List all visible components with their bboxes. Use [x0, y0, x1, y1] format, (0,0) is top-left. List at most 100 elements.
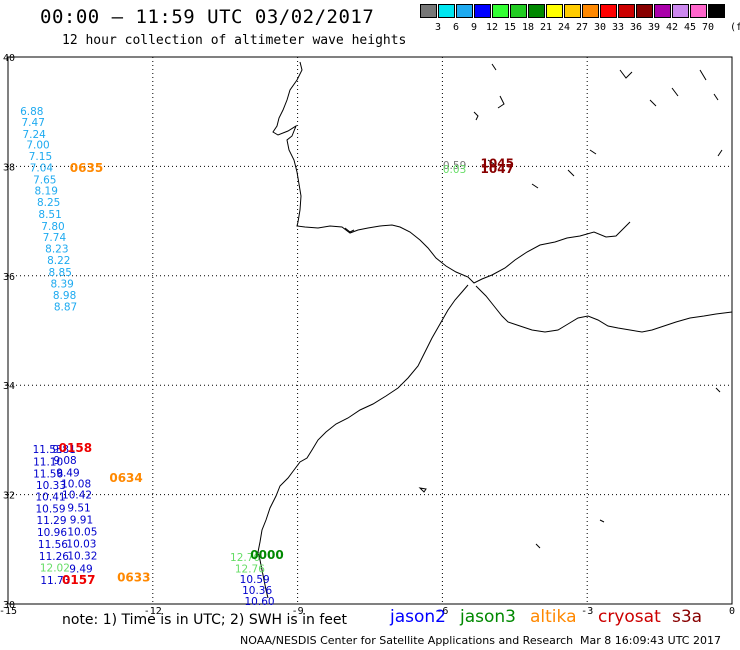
wave-height-value: 8.22 [47, 255, 70, 267]
satellite-legend-item: cryosat [598, 607, 661, 627]
wave-height-value: 11.10 [33, 457, 63, 469]
iberia-coast [272, 61, 631, 284]
island-17 [671, 87, 679, 97]
island-3 [599, 519, 605, 523]
island-5 [473, 111, 479, 121]
wave-height-value: 12.76 [230, 552, 260, 564]
scale-swatch [618, 4, 635, 18]
wave-height-value: 6.88 [20, 106, 43, 118]
wave-height-value: 9.49 [69, 563, 92, 575]
wave-height-value: 8.25 [37, 197, 60, 209]
scale-tick-label: 36 [629, 22, 643, 33]
satellite-legend-item: jason2 [390, 607, 446, 627]
scale-swatch [636, 4, 653, 18]
longitude-label: 0 [729, 606, 735, 617]
scale-swatch [492, 4, 509, 18]
wave-height-value: 8.51 [38, 209, 61, 221]
latitude-label: 36 [3, 272, 15, 283]
wave-height-value: 8.85 [49, 267, 72, 279]
wave-height-value: 8.39 [50, 278, 73, 290]
wave-height-value: 7.00 [26, 139, 49, 151]
satellite-legend-item: s3a [672, 607, 703, 627]
wave-height-value: 10.41 [36, 492, 66, 504]
scale-tick-label: 30 [593, 22, 607, 33]
wave-height-value: 8.87 [54, 301, 77, 313]
pass-time-label: 0633 [117, 571, 150, 585]
wave-height-value: 11.56 [33, 469, 63, 481]
wave-height-value: 11.73 [40, 575, 70, 587]
wave-height-value: 12.02 [40, 563, 70, 575]
wave-height-value: 10.33 [36, 480, 66, 492]
wave-height-value: 10.05 [67, 527, 97, 539]
wave-height-value: 8.23 [45, 243, 68, 255]
scale-unit: (ft) [730, 22, 740, 33]
scale-tick-label: 42 [665, 22, 679, 33]
scale-tick-label: 45 [683, 22, 697, 33]
island-18 [715, 387, 721, 393]
wave-height-value: 0.59 [443, 160, 466, 172]
units-note: note: 1) Time is in UTC; 2) SWH is in fe… [62, 612, 348, 628]
scale-tick-label: 6 [452, 22, 460, 33]
wave-height-value: 7.04 [30, 162, 54, 174]
wave-height-value: 7.24 [22, 129, 46, 141]
pass-time-label: 1045 [481, 156, 514, 170]
island-8 [699, 69, 707, 81]
wave-height-value: 9.08 [53, 455, 76, 467]
wave-height-value: 11.29 [36, 515, 66, 527]
latitude-label: 34 [3, 381, 15, 392]
page-subtitle: 12 hour collection of altimeter wave hei… [62, 33, 407, 48]
latitude-label: 40 [3, 53, 15, 64]
wave-height-value: 10.59 [240, 574, 270, 586]
island-4 [535, 543, 541, 549]
scale-tick-label: 33 [611, 22, 625, 33]
island-6 [491, 63, 497, 71]
scale-swatch [564, 4, 581, 18]
wave-height-value: 10.08 [61, 478, 91, 490]
wave-height-value: 7.65 [33, 174, 56, 186]
longitude-label: -3 [581, 606, 593, 617]
credit-text: NOAA/NESDIS Center for Satellite Applica… [240, 634, 574, 647]
wave-height-value: 11.56 [38, 539, 68, 551]
scale-swatch [456, 4, 473, 18]
map-frame [7, 56, 733, 605]
longitude-label: -9 [292, 606, 304, 617]
graticule [8, 57, 732, 604]
scale-swatch [600, 4, 617, 18]
scale-swatch [510, 4, 527, 18]
coastline [257, 61, 733, 599]
island-9 [713, 93, 719, 101]
pass-time-label: 0000 [250, 548, 283, 562]
latitude-labels: 40 38 36 34 32 30 [3, 53, 15, 611]
scale-swatch [654, 4, 671, 18]
wave-height-value: 7.80 [41, 221, 64, 233]
scale-tick-label: 18 [521, 22, 535, 33]
pass-time-label: 0634 [109, 471, 142, 485]
island-15 [497, 95, 505, 109]
scale-swatch [420, 4, 437, 18]
scale-swatch [690, 4, 707, 18]
island-7 [619, 69, 633, 79]
scale-tick-label: 12 [485, 22, 499, 33]
scale-swatch [438, 4, 455, 18]
scale-swatch [546, 4, 563, 18]
page-title: 00:00 – 11:59 UTC 03/02/2017 [40, 6, 375, 28]
wave-height-value: 10.32 [67, 551, 97, 563]
wave-height-value: 9.91 [70, 515, 93, 527]
satellite-legend-item: altika [530, 607, 577, 627]
scale-tick-label: 15 [503, 22, 517, 33]
wave-height-value: 11.53 [33, 444, 63, 456]
wave-height-value: 10.59 [36, 504, 66, 516]
scale-tick-label: 21 [539, 22, 553, 33]
wave-height-value: 11.26 [39, 551, 69, 563]
wave-height-value: 12.76 [235, 563, 265, 575]
longitude-label: -15 [0, 606, 17, 617]
island-16 [649, 99, 657, 107]
scale-swatch [582, 4, 599, 18]
wave-height-value: 8.19 [35, 185, 58, 197]
latitude-label: 38 [3, 162, 15, 173]
wave-height-value: 7.47 [22, 117, 45, 129]
island-11 [531, 183, 539, 189]
generated-timestamp: Mar 8 16:09:43 UTC 2017 [580, 634, 721, 647]
longitude-label: -12 [144, 606, 162, 617]
